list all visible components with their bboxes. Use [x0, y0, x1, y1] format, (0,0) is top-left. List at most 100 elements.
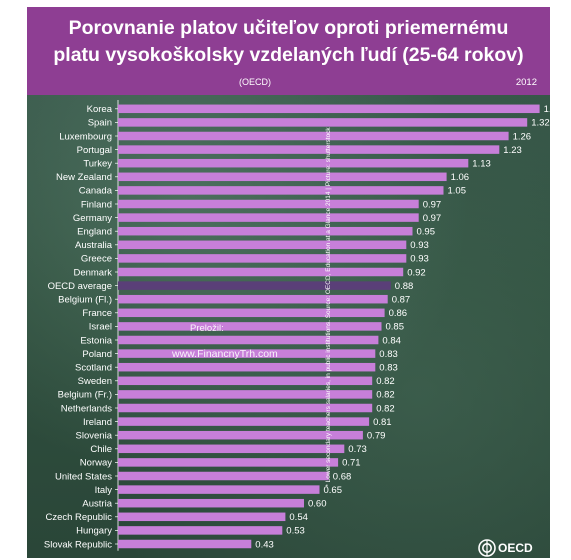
value-label: 0.43	[255, 539, 273, 550]
bar	[118, 458, 339, 467]
value-label: 0.68	[333, 471, 352, 482]
category-label: Poland	[82, 349, 112, 360]
value-label: 0.83	[379, 363, 398, 374]
category-label: France	[82, 308, 112, 319]
bar	[118, 390, 373, 399]
category-label: Slovenia	[76, 431, 113, 442]
category-label: Turkey	[83, 159, 112, 170]
chart-year: 2012	[515, 77, 537, 88]
bar	[118, 267, 404, 277]
category-label: Italy	[95, 485, 113, 496]
category-label: Canada	[79, 186, 113, 197]
bar	[118, 118, 528, 127]
category-label: Chile	[90, 444, 112, 455]
category-label: Scotland	[75, 363, 112, 374]
bar	[118, 376, 373, 386]
value-label: 0.73	[348, 444, 367, 455]
chart-subtitle: (OECD)	[239, 77, 271, 87]
category-label: Ireland	[83, 417, 112, 428]
bar	[118, 403, 373, 413]
bar	[118, 226, 413, 236]
value-label: 0.71	[342, 458, 361, 469]
value-label: 0.54	[289, 512, 308, 523]
category-label: Israel	[89, 322, 112, 333]
category-label: Netherlands	[61, 403, 112, 414]
value-label: 0.84	[382, 335, 401, 346]
value-label: 0.97	[423, 199, 442, 210]
value-label: 0.87	[392, 295, 411, 306]
translator-credit-url: www.FinancnyTrh.com	[172, 348, 278, 360]
bar	[118, 498, 304, 508]
category-label: Denmark	[73, 267, 112, 278]
bar	[118, 471, 329, 481]
chart-title-line-2: platu vysokoškolsky vzdelaných ľudí (25-…	[53, 44, 524, 66]
bar	[118, 158, 469, 168]
bar	[118, 539, 252, 549]
category-label: Portugal	[77, 145, 112, 156]
value-label: 0.97	[423, 213, 442, 224]
category-label: Belgium (Fr.)	[58, 390, 112, 401]
value-label: 0.82	[376, 403, 395, 414]
value-label: 1.13	[472, 159, 491, 170]
bar	[118, 512, 286, 522]
value-label: 1.32	[531, 118, 550, 129]
bar	[118, 362, 376, 372]
bar	[118, 131, 509, 141]
category-label: New Zealand	[56, 172, 112, 183]
translator-credit-label: Preložil:	[190, 323, 224, 334]
value-label: 0.85	[386, 322, 405, 333]
category-label: Sweden	[78, 376, 112, 387]
value-label: 0.86	[389, 308, 408, 319]
value-label: 0.82	[376, 390, 395, 401]
value-label: 0.93	[410, 240, 429, 251]
bar	[118, 335, 379, 345]
category-label: Australia	[75, 240, 113, 251]
category-label: England	[77, 227, 112, 238]
bar	[118, 240, 407, 250]
category-label: Spain	[88, 118, 112, 129]
value-label: 0.79	[367, 431, 386, 442]
value-label: 0.65	[324, 485, 343, 496]
value-label: 0.95	[417, 227, 436, 238]
bar	[118, 444, 345, 454]
value-label: 1.36	[544, 104, 550, 115]
bar	[118, 186, 444, 195]
category-label: Norway	[80, 458, 112, 469]
category-label: Hungary	[76, 526, 112, 537]
chart-header: Porovnanie platov učiteľov oproti prieme…	[27, 7, 550, 95]
chart-frame: Porovnanie platov učiteľov oproti prieme…	[27, 7, 550, 558]
bar	[118, 308, 385, 318]
bar	[118, 145, 500, 154]
bar-chart: Korea 1.36 Spain 1.32 Luxembourg 1.26 Portugal…	[44, 100, 550, 551]
category-label: Germany	[73, 213, 112, 224]
value-label: 1.06	[451, 172, 470, 183]
value-label: 0.93	[410, 254, 429, 265]
value-label: 0.83	[379, 349, 398, 360]
category-label: Czech Republic	[45, 512, 112, 523]
bar	[118, 349, 376, 358]
value-label: 0.92	[407, 267, 426, 278]
category-label: Greece	[81, 254, 112, 265]
bar	[118, 485, 320, 494]
category-label: Finland	[81, 199, 112, 210]
bar	[118, 294, 388, 304]
bar	[118, 430, 363, 440]
value-label: 0.60	[308, 499, 327, 510]
chart-title-line-1: Porovnanie platov učiteľov oproti prieme…	[68, 17, 509, 39]
bar	[118, 104, 540, 114]
value-label: 1.05	[448, 186, 467, 197]
value-label: 0.81	[373, 417, 392, 428]
bar	[118, 213, 419, 222]
bar	[118, 417, 370, 426]
value-label: 0.53	[286, 526, 305, 537]
category-label: Slovak Republic	[44, 539, 112, 550]
oecd-logo-text: OECD	[498, 541, 533, 555]
category-label: Austria	[82, 499, 112, 510]
category-label: Korea	[87, 104, 113, 115]
oecd-logo: OECD	[478, 539, 533, 557]
category-label: Luxembourg	[59, 131, 112, 142]
bar	[118, 322, 382, 331]
value-label: 1.23	[503, 145, 522, 156]
bar	[118, 526, 283, 535]
category-label: OECD average	[48, 281, 112, 292]
